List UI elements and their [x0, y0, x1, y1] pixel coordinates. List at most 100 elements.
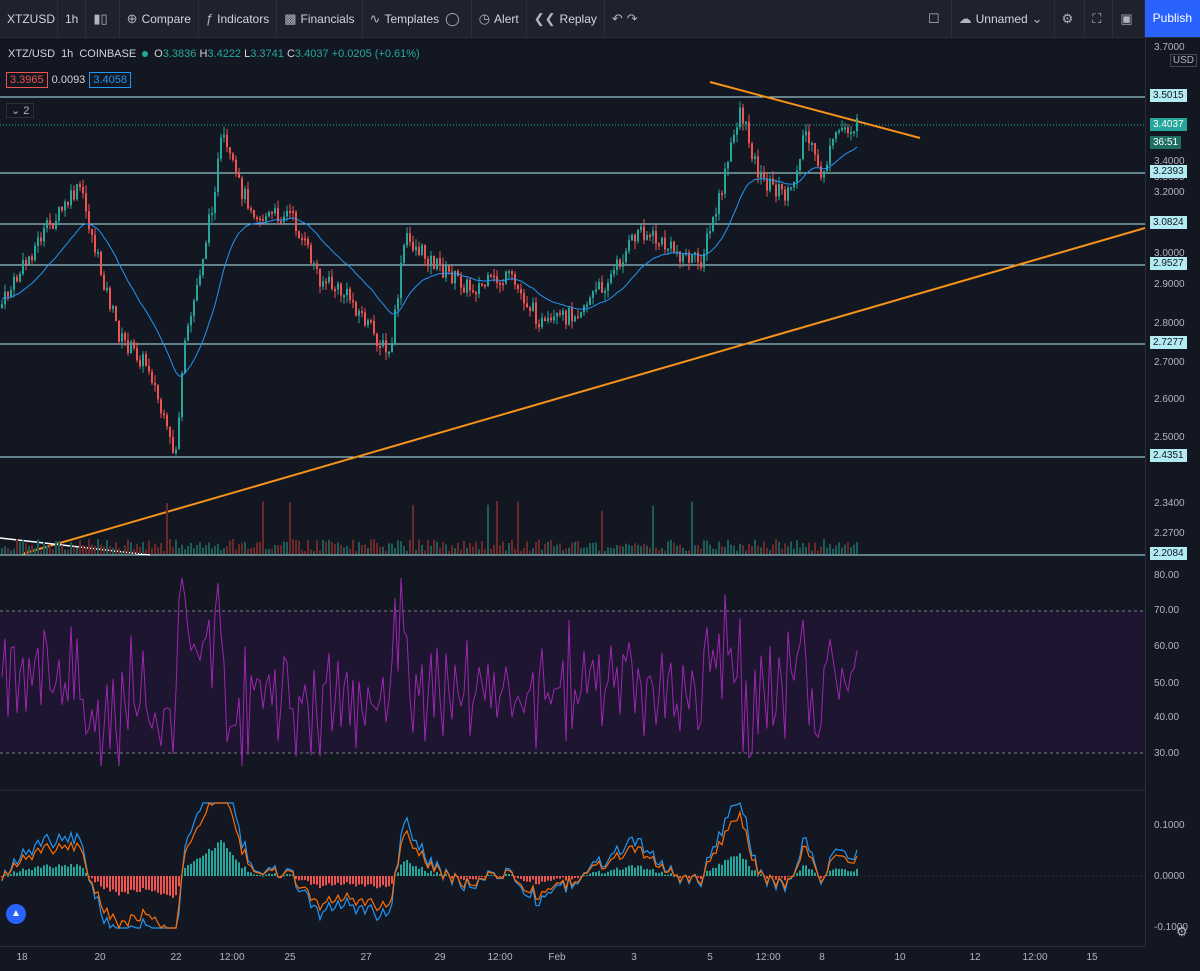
candle-body [505, 271, 507, 284]
candle-body [415, 246, 417, 251]
macd-histogram-bar [142, 876, 144, 888]
volume-bar [616, 544, 618, 554]
price-axis[interactable]: 3.70003.40003.30003.20003.00002.90002.80… [1145, 38, 1200, 946]
volume-bar [511, 539, 513, 554]
volume-bar [541, 549, 543, 554]
candle-body [214, 191, 216, 214]
candle-body [622, 262, 624, 267]
volume-bar [49, 545, 51, 554]
replay-button[interactable]: ❮❮ Replay [527, 0, 605, 37]
candles-icon: ▮▯ [93, 10, 108, 26]
date-tick-label: 8 [819, 952, 825, 963]
candle-body [301, 237, 303, 240]
candle-body [271, 211, 273, 214]
candle-body [388, 351, 390, 354]
volume-bar [568, 547, 570, 554]
candle-body [802, 135, 804, 160]
candle-body [406, 233, 408, 246]
candle-body [418, 246, 420, 255]
candle-body [19, 273, 21, 282]
redo-icon[interactable]: ↷ [626, 10, 638, 26]
tradingview-logo-icon[interactable]: ▲ [6, 904, 26, 924]
candle-body [13, 276, 15, 290]
chart-area[interactable]: XTZ/USD 1h COINBASE O3.3836 H3.4222 L3.3… [0, 38, 1146, 946]
candle-body [262, 219, 264, 222]
macd-histogram-bar [610, 870, 612, 876]
macd-histogram-bar [385, 876, 387, 888]
volume-bar [730, 544, 732, 554]
macd-histogram-bar [796, 872, 798, 876]
rsi-band [0, 611, 1145, 753]
publish-button[interactable]: Publish [1144, 0, 1200, 37]
candle-body [196, 284, 198, 301]
macd-histogram-bar [595, 872, 597, 876]
undo-button[interactable]: ↶ ↷ [605, 0, 649, 37]
settings-button[interactable]: ⚙ [1055, 0, 1086, 37]
descending-trendline[interactable] [709, 81, 921, 139]
compare-button[interactable]: ⊕ Compare [120, 0, 199, 37]
candle-body [238, 171, 240, 178]
indicator-collapse-button[interactable]: ⌄ 2 [6, 103, 35, 118]
ask-price[interactable]: 3.4058 [89, 72, 131, 88]
alert-button[interactable]: ◷ Alert [472, 0, 527, 37]
templates-button[interactable]: ∿ Templates ◯ [363, 0, 472, 37]
volume-bar [829, 544, 831, 554]
volume-bar [763, 541, 765, 554]
date-tick-label: 27 [360, 952, 372, 963]
financials-button[interactable]: ▩ Financials [277, 0, 363, 37]
bid-price[interactable]: 3.3965 [6, 72, 48, 88]
date-axis[interactable]: 18 20 22 12:00 25 27 29 12:00 Feb 3 5 12:00 8 10 12 12:… [0, 946, 1145, 971]
candle-body [322, 281, 324, 287]
volume-bar [850, 547, 852, 554]
macd-histogram-bar [202, 855, 204, 876]
currency-label[interactable]: USD [1169, 54, 1197, 67]
macd-histogram-bar [415, 866, 417, 876]
market-status-dot [142, 51, 149, 57]
candle-body [265, 216, 267, 221]
volume-bar [457, 542, 459, 554]
volume-bar [268, 548, 270, 554]
fullscreen-button[interactable]: ⛶ [1085, 0, 1114, 37]
interval-button[interactable]: 1h [58, 0, 87, 37]
macd-histogram-bar [586, 875, 588, 877]
indicators-button[interactable]: ƒ Indicators [199, 0, 278, 37]
volume-bar [559, 543, 561, 554]
volume-bar [340, 544, 342, 554]
volume-bar [757, 545, 759, 554]
date-tick-label: 3 [631, 952, 637, 963]
candle-body [334, 289, 336, 292]
symbol-search-button[interactable]: XTZUSD [0, 0, 58, 37]
candle-body [730, 142, 732, 162]
macd-histogram-bar [289, 874, 291, 876]
candle-body [829, 145, 831, 165]
volume-bar [373, 539, 375, 554]
axis-settings-gear-icon[interactable]: ⚙ [1176, 924, 1188, 939]
macd-histogram-bar [772, 876, 774, 878]
moving-average-line [1, 146, 858, 377]
volume-bar [118, 548, 120, 554]
layout-name-button[interactable]: ☁ Unnamed ⌄ [952, 0, 1055, 37]
volume-bar [349, 548, 351, 554]
select-layout-checkbox[interactable]: ☐ [921, 0, 952, 37]
macd-histogram-bar [355, 876, 357, 887]
candle-body [25, 260, 27, 265]
candle-body [697, 252, 699, 262]
volume-bar [817, 550, 819, 554]
macd-histogram-bar [157, 876, 159, 893]
chart-type-button[interactable]: ▮▯ [86, 0, 120, 37]
ascending-trendline[interactable] [21, 227, 1146, 555]
volume-bar [577, 540, 579, 554]
macd-histogram-bar [184, 867, 186, 876]
macd-histogram-bar [814, 872, 816, 876]
volume-bar [346, 546, 348, 554]
macd-histogram-bar [295, 876, 297, 880]
candle-body [217, 158, 219, 192]
screenshot-button[interactable]: ▣ [1113, 0, 1145, 37]
macd-line [1, 802, 858, 930]
chart-canvas[interactable] [0, 38, 1146, 946]
macd-histogram-bar [535, 876, 537, 885]
volume-bar [166, 502, 168, 554]
volume-bar [376, 542, 378, 554]
macd-histogram-bar [529, 876, 531, 883]
templates-toggle-icon[interactable]: ◯ [445, 10, 460, 26]
